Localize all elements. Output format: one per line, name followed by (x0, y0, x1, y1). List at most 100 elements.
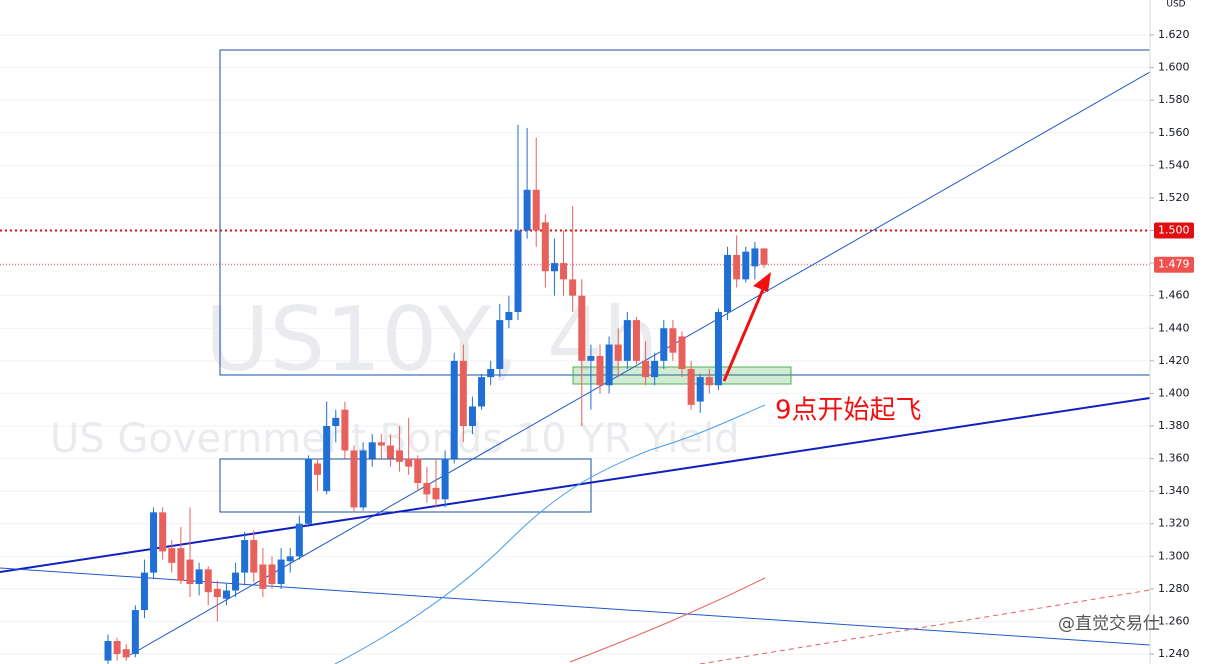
candle-body (159, 512, 167, 552)
candles (104, 124, 768, 664)
candle-body (350, 450, 358, 508)
trend-line (129, 71, 1151, 656)
candle-body (213, 588, 221, 598)
y-tick-label: 1.460 (1158, 289, 1190, 302)
y-tick-label: 1.360 (1158, 452, 1190, 465)
candle-body (104, 641, 112, 661)
y-tick-label: 1.540 (1158, 158, 1190, 171)
candle-body (523, 189, 531, 231)
candle-body (550, 263, 558, 272)
candle-body (323, 425, 331, 492)
candle-body (140, 572, 148, 611)
candle-body (623, 320, 631, 361)
y-tick-label: 1.280 (1158, 582, 1190, 595)
y-tick-label: 1.320 (1158, 517, 1190, 530)
y-tick-label: 1.600 (1158, 61, 1190, 74)
candle-body (414, 458, 422, 484)
y-tick-label: 1.580 (1158, 93, 1190, 106)
candle-body (396, 450, 404, 462)
candle-body (505, 311, 513, 321)
annotation: 9点开始起飞 (775, 396, 922, 426)
candle-body (295, 523, 303, 557)
y-tick-label: 1.300 (1158, 549, 1190, 562)
y-tick-label: 1.620 (1158, 28, 1190, 41)
candle-body (751, 248, 759, 267)
watermark-author: @直觉交易仕 (1058, 614, 1160, 634)
y-tick-label: 1.340 (1158, 484, 1190, 497)
candle-body (359, 450, 367, 508)
candle-body (250, 540, 258, 573)
moving-average (569, 577, 766, 663)
candle-body (150, 512, 158, 573)
candle-body (678, 336, 686, 369)
candle-body (742, 251, 750, 280)
candle-body (669, 328, 677, 353)
candle-body (651, 360, 659, 378)
candle-body (642, 360, 650, 378)
arrow-head (753, 272, 771, 292)
candle-body (314, 463, 322, 475)
candle-body (724, 254, 732, 312)
candle-body (423, 483, 431, 495)
candle-body (714, 311, 722, 386)
candle-body (760, 248, 768, 265)
y-tick-label: 1.420 (1158, 354, 1190, 367)
candle-body (478, 377, 486, 407)
y-tick-label: 1.260 (1158, 614, 1190, 627)
y-tick-label: 1.240 (1158, 647, 1190, 660)
candle-body (596, 355, 604, 386)
candle-body (195, 569, 203, 585)
candle-body (560, 263, 568, 280)
y-tick-label: 1.520 (1158, 191, 1190, 204)
candle-body (341, 409, 349, 451)
candle-body (660, 328, 668, 361)
y-tick-label: 1.560 (1158, 126, 1190, 139)
candle-body (578, 295, 586, 361)
candle-body (532, 189, 540, 231)
trend-line (0, 397, 1151, 573)
candle-body (277, 559, 285, 585)
candle-body (587, 355, 595, 361)
candle-body (177, 548, 185, 581)
candle-body (204, 569, 212, 593)
candle-body (122, 649, 130, 658)
candle-body (113, 641, 121, 655)
price-label-box (1154, 222, 1194, 239)
candle-body (232, 572, 240, 591)
candle-body (259, 564, 267, 589)
candle-body (632, 320, 640, 361)
candle-body (241, 540, 249, 573)
candle-body (377, 442, 385, 446)
y-tick-label: 1.400 (1158, 386, 1190, 399)
price-label: 1.479 (1158, 258, 1190, 271)
candle-body (222, 590, 230, 599)
candle-body (405, 458, 413, 467)
price-label: 1.500 (1158, 224, 1190, 237)
candle-body (332, 417, 340, 426)
candle-body (569, 279, 577, 296)
candle-body (368, 442, 376, 459)
candle-body (696, 377, 704, 402)
candle-body (459, 360, 467, 426)
y-tick-label: 1.440 (1158, 321, 1190, 334)
candle-body (131, 610, 139, 655)
candle-body (687, 368, 695, 405)
candle-body (496, 320, 504, 369)
watermark-description: US Government Bonds 10 YR Yield (50, 416, 740, 462)
candle-body (168, 548, 176, 563)
candle-body (541, 222, 549, 272)
candle-body (705, 377, 713, 386)
currency-label: USD (1166, 0, 1185, 10)
arrow (722, 286, 766, 382)
candle-body (186, 559, 194, 585)
candle-body (733, 254, 741, 280)
price-label-box (1154, 256, 1194, 273)
candle-body (514, 230, 522, 312)
candle-body (432, 487, 440, 500)
moving-average (334, 404, 766, 664)
candle-body (441, 458, 449, 500)
candle-body (386, 445, 394, 459)
candle-body (614, 344, 622, 361)
